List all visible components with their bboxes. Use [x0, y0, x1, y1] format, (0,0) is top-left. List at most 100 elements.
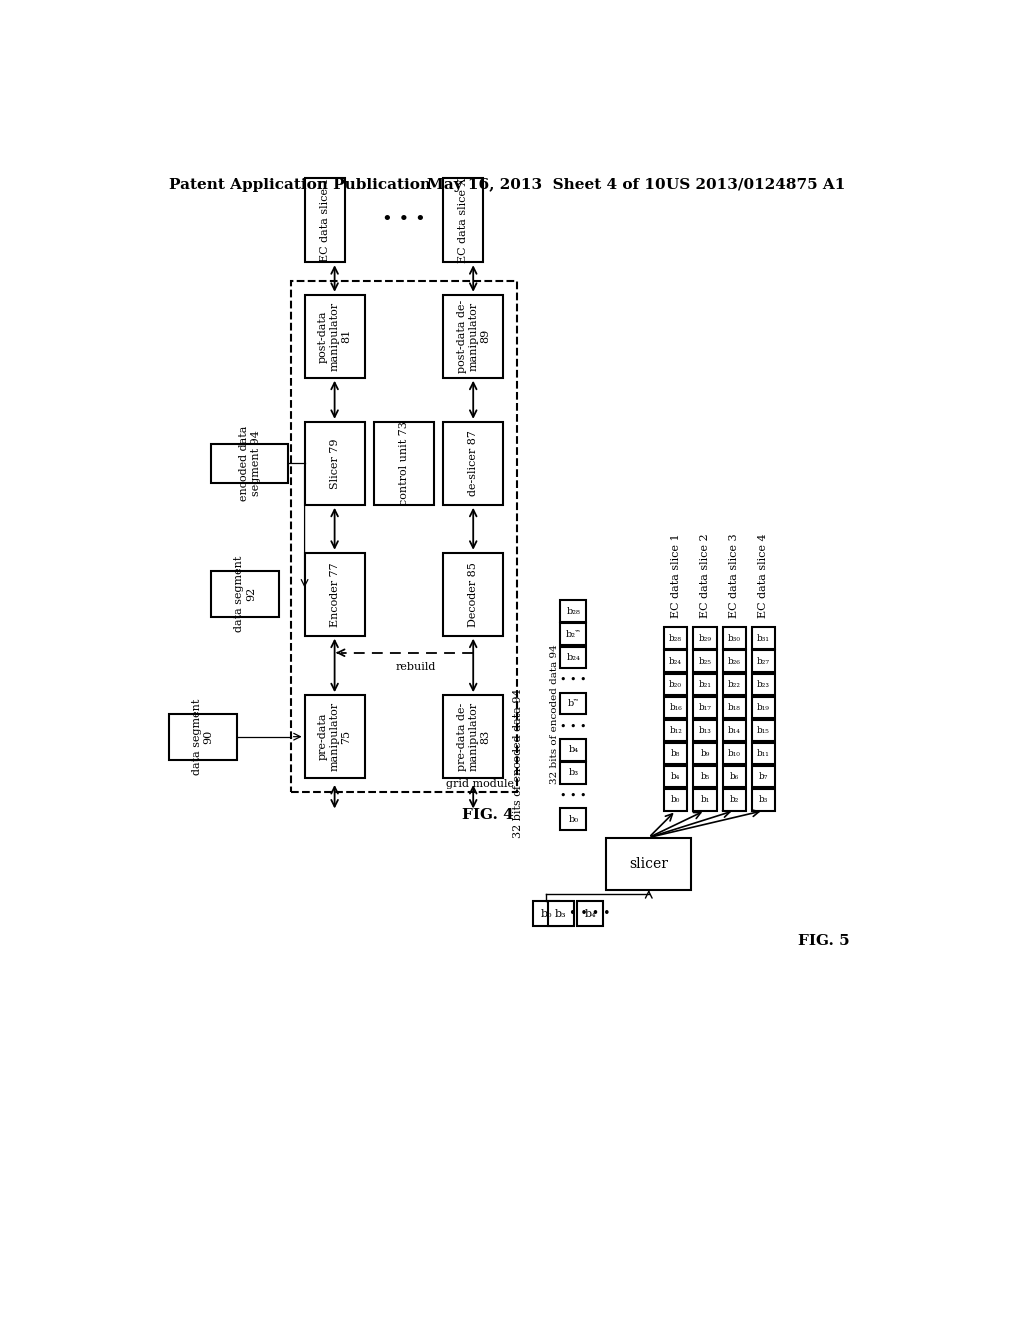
- Text: b₉: b₉: [700, 750, 710, 758]
- Text: b₂: b₂: [729, 796, 739, 804]
- Text: de-slicer 87: de-slicer 87: [468, 430, 478, 496]
- Text: b₃₀: b₃₀: [728, 634, 740, 643]
- Text: b₂₈: b₂₈: [670, 634, 682, 643]
- Text: post-data
manipulator
81: post-data manipulator 81: [318, 302, 351, 371]
- Text: b₂‷: b₂‷: [565, 630, 581, 639]
- Text: b₀: b₀: [568, 814, 579, 824]
- FancyBboxPatch shape: [752, 651, 775, 672]
- FancyBboxPatch shape: [304, 553, 365, 636]
- Text: pre-data
manipulator
75: pre-data manipulator 75: [318, 702, 351, 771]
- FancyBboxPatch shape: [560, 601, 587, 622]
- FancyBboxPatch shape: [443, 294, 503, 378]
- Text: Slicer 79: Slicer 79: [330, 438, 340, 488]
- FancyBboxPatch shape: [548, 902, 574, 927]
- FancyBboxPatch shape: [560, 623, 587, 645]
- FancyBboxPatch shape: [723, 789, 745, 810]
- FancyBboxPatch shape: [723, 673, 745, 696]
- Text: b₃: b₃: [759, 796, 768, 804]
- FancyBboxPatch shape: [723, 651, 745, 672]
- Text: b₀: b₀: [541, 908, 552, 919]
- FancyBboxPatch shape: [304, 178, 345, 263]
- FancyBboxPatch shape: [693, 673, 717, 696]
- Text: b₂₂: b₂₂: [728, 680, 740, 689]
- FancyBboxPatch shape: [693, 743, 717, 764]
- Text: b₅: b₅: [700, 772, 710, 781]
- Text: b₈: b₈: [671, 750, 680, 758]
- FancyBboxPatch shape: [560, 647, 587, 668]
- Text: • • • •: • • • •: [568, 907, 610, 920]
- FancyBboxPatch shape: [443, 553, 503, 636]
- Text: b₁₅: b₁₅: [757, 726, 770, 735]
- FancyBboxPatch shape: [752, 673, 775, 696]
- FancyBboxPatch shape: [752, 766, 775, 788]
- FancyBboxPatch shape: [752, 719, 775, 742]
- FancyBboxPatch shape: [752, 743, 775, 764]
- Text: 32 bits of encoded data 94: 32 bits of encoded data 94: [513, 689, 523, 838]
- Text: data segment
90: data segment 90: [193, 698, 214, 775]
- FancyBboxPatch shape: [169, 714, 237, 760]
- Text: pre-data de-
manipulator
83: pre-data de- manipulator 83: [457, 702, 489, 771]
- Text: b₂₃: b₂₃: [757, 680, 770, 689]
- Text: • • •: • • •: [560, 676, 587, 685]
- Text: • • •: • • •: [560, 722, 587, 731]
- Text: rebuild: rebuild: [395, 663, 435, 672]
- Text: EC data slice X: EC data slice X: [458, 177, 468, 263]
- Text: b₁₁: b₁₁: [757, 750, 770, 758]
- Text: b₂₆: b₂₆: [728, 657, 740, 665]
- FancyBboxPatch shape: [665, 697, 687, 718]
- Text: EC data slice 1: EC data slice 1: [671, 533, 681, 618]
- FancyBboxPatch shape: [693, 627, 717, 649]
- Text: b₁₆: b₁₆: [670, 704, 682, 711]
- Text: grid module: grid module: [446, 779, 514, 789]
- Text: b₂₇: b₂₇: [757, 657, 770, 665]
- Text: post-data de-
manipulator
89: post-data de- manipulator 89: [457, 300, 489, 372]
- FancyBboxPatch shape: [304, 696, 365, 779]
- FancyBboxPatch shape: [211, 572, 280, 618]
- Text: b₁₄: b₁₄: [728, 726, 740, 735]
- FancyBboxPatch shape: [693, 719, 717, 742]
- Text: slicer: slicer: [630, 857, 669, 871]
- Text: b₃: b₃: [568, 768, 579, 777]
- Text: May 16, 2013  Sheet 4 of 10: May 16, 2013 Sheet 4 of 10: [427, 178, 666, 191]
- FancyBboxPatch shape: [304, 294, 365, 378]
- FancyBboxPatch shape: [723, 719, 745, 742]
- FancyBboxPatch shape: [752, 627, 775, 649]
- Text: b₇: b₇: [759, 772, 768, 781]
- FancyBboxPatch shape: [693, 789, 717, 810]
- Text: Encoder 77: Encoder 77: [330, 562, 340, 627]
- Text: b₂₉: b₂₉: [698, 634, 712, 643]
- FancyBboxPatch shape: [665, 627, 687, 649]
- FancyBboxPatch shape: [665, 719, 687, 742]
- FancyBboxPatch shape: [443, 178, 483, 263]
- Text: Decoder 85: Decoder 85: [468, 562, 478, 627]
- FancyBboxPatch shape: [443, 422, 503, 506]
- FancyBboxPatch shape: [560, 762, 587, 784]
- Text: FIG. 5: FIG. 5: [798, 933, 850, 948]
- FancyBboxPatch shape: [665, 673, 687, 696]
- Text: EC data slice 3: EC data slice 3: [729, 533, 739, 618]
- Text: b₄: b₄: [585, 908, 596, 919]
- Text: b₁: b₁: [700, 796, 710, 804]
- FancyBboxPatch shape: [665, 766, 687, 788]
- Text: US 2013/0124875 A1: US 2013/0124875 A1: [666, 178, 845, 191]
- Text: EC data slice 4: EC data slice 4: [759, 533, 768, 618]
- FancyBboxPatch shape: [665, 651, 687, 672]
- Text: b‷: b‷: [567, 700, 579, 708]
- FancyBboxPatch shape: [443, 696, 503, 779]
- Text: b₁₇: b₁₇: [698, 704, 712, 711]
- Text: b₀: b₀: [671, 796, 680, 804]
- Text: b₁₀: b₁₀: [728, 750, 740, 758]
- Text: b₄: b₄: [671, 772, 680, 781]
- FancyBboxPatch shape: [752, 697, 775, 718]
- FancyBboxPatch shape: [374, 422, 434, 506]
- Text: b₁₃: b₁₃: [698, 726, 712, 735]
- FancyBboxPatch shape: [693, 651, 717, 672]
- Text: b₃: b₃: [555, 908, 567, 919]
- FancyBboxPatch shape: [665, 789, 687, 810]
- FancyBboxPatch shape: [693, 697, 717, 718]
- Text: EC data slice 1: EC data slice 1: [319, 178, 330, 263]
- Text: b₂₈: b₂₈: [566, 607, 581, 615]
- Text: b₂₀: b₂₀: [670, 680, 682, 689]
- FancyBboxPatch shape: [752, 789, 775, 810]
- Text: b₄: b₄: [568, 746, 579, 754]
